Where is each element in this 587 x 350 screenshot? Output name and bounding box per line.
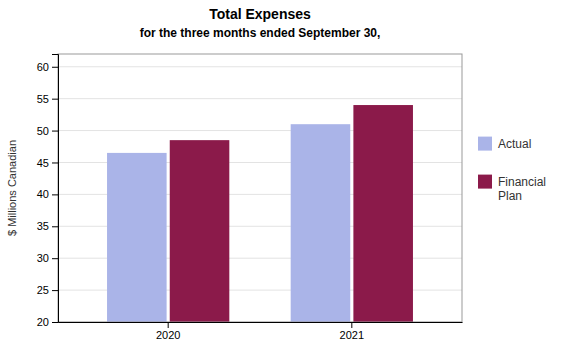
legend: Actual FinancialPlan <box>478 137 546 203</box>
y-tick-mark <box>52 194 58 195</box>
y-tick-label: 35 <box>37 220 49 232</box>
y-tick-label: 30 <box>37 252 49 264</box>
y-tick: 50 <box>37 125 58 137</box>
y-tick-mark <box>52 258 58 259</box>
y-tick: 25 <box>37 284 58 296</box>
x-tick: 2020 <box>156 322 180 341</box>
y-tick-mark <box>52 322 58 323</box>
grid-line <box>58 98 462 99</box>
legend-label: Actual <box>498 137 531 151</box>
bar-series <box>170 105 413 322</box>
plot: 20 25 30 35 40 45 50 55 60 2020 2021 $ Millions Can… <box>6 54 463 350</box>
y-tick: 40 <box>37 188 58 200</box>
chart: 20 25 30 35 40 45 50 55 60 2020 2021 $ Millions Can… <box>0 0 587 350</box>
grid-line <box>58 66 462 67</box>
y-tick-label: 55 <box>37 93 49 105</box>
x-tick-label: 2021 <box>340 329 364 341</box>
y-tick-mark <box>52 162 58 163</box>
x-axis: 2020 2021 <box>59 322 463 341</box>
y-tick: 55 <box>37 93 58 105</box>
x-tick-label: 2020 <box>156 329 180 341</box>
y-tick-label: 45 <box>37 156 49 168</box>
y-tick-label: 20 <box>37 316 49 328</box>
x-tick-mark <box>168 322 169 328</box>
y-tick-mark <box>52 67 58 68</box>
bar <box>353 105 413 322</box>
x-axis-line <box>59 322 463 323</box>
bar <box>170 140 230 322</box>
y-axis: 20 25 30 35 40 45 50 55 60 <box>37 55 59 329</box>
legend-swatch <box>478 175 492 189</box>
y-axis-line <box>52 55 59 323</box>
y-tick: 35 <box>37 220 58 232</box>
title: Total Expenses <box>209 6 311 22</box>
y-tick: 60 <box>37 61 58 73</box>
y-tick-label: 60 <box>37 61 49 73</box>
bars <box>107 105 413 322</box>
y-tick: 30 <box>37 252 58 264</box>
y-tick-label: 40 <box>37 188 49 200</box>
bar <box>107 153 167 322</box>
y-tick: 20 <box>37 316 58 328</box>
plot-frame <box>58 54 462 322</box>
y-axis-title: $ Millions Canadian <box>6 140 18 236</box>
x-tick: 2021 <box>340 322 364 341</box>
x-tick-mark <box>351 322 352 328</box>
y-tick-mark <box>52 131 58 132</box>
y-tick-mark <box>52 290 58 291</box>
bar-series <box>107 124 350 322</box>
bar <box>291 124 351 322</box>
y-tick-label: 50 <box>37 125 49 137</box>
legend-item: FinancialPlan <box>478 175 546 203</box>
legend-label: FinancialPlan <box>498 175 546 203</box>
y-tick-mark <box>52 226 58 227</box>
y-tick: 45 <box>37 156 58 168</box>
subtitle: for the three months ended September 30, <box>140 26 381 40</box>
y-tick-label: 25 <box>37 284 49 296</box>
legend-item: Actual <box>478 137 531 151</box>
legend-swatch <box>478 137 492 151</box>
y-tick-mark <box>52 99 58 100</box>
